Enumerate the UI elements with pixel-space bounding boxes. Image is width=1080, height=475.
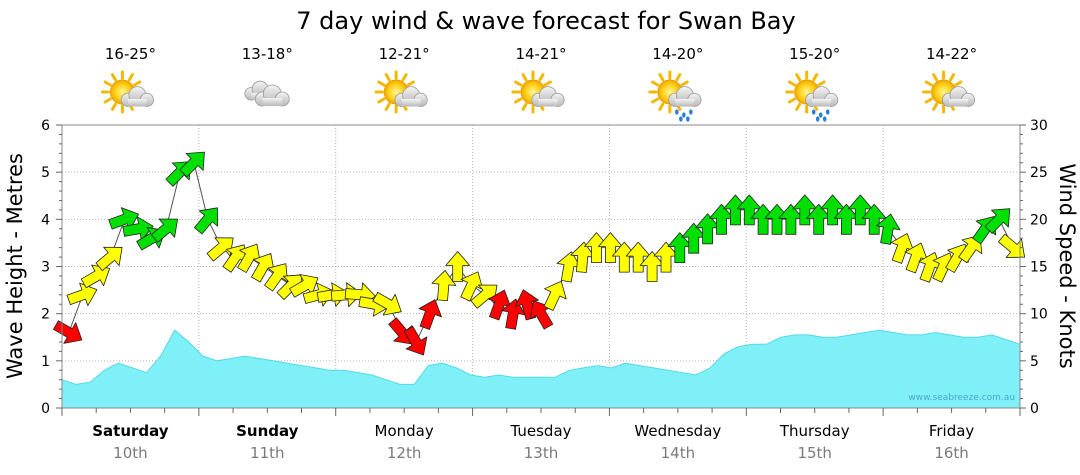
left-tick-label: 4	[41, 212, 50, 228]
left-tick-label: 3	[41, 260, 50, 276]
wave-height-area	[61, 329, 1021, 409]
right-tick-label: 5	[1030, 354, 1039, 370]
day-date-label: 12th	[387, 444, 421, 462]
wind-arrow-light	[66, 282, 98, 307]
day-name-label: Tuesday	[509, 422, 571, 440]
cloud-shape	[531, 86, 565, 107]
wind-arrow-light	[95, 246, 123, 271]
wind-arrow-moderate	[179, 151, 205, 178]
day-name-label: Wednesday	[634, 422, 721, 440]
weather-cloudy-icon	[244, 80, 290, 107]
day-temperature-label: 15-20°	[789, 45, 840, 63]
right-tick-label: 20	[1030, 212, 1048, 228]
wind-arrow-light	[958, 234, 983, 264]
weather-partly-cloudy-icon	[100, 70, 154, 114]
right-tick-label: 15	[1030, 260, 1048, 276]
weather-partly-cloudy-icon	[922, 70, 976, 114]
wind-arrows	[53, 151, 1025, 356]
day-temperature-label: 13-18°	[242, 45, 293, 63]
day-date-label: 14th	[661, 444, 695, 462]
rain-drops	[811, 109, 830, 122]
wind-arrow-moderate	[193, 207, 219, 235]
watermark: www.seabreeze.com.au	[908, 393, 1015, 403]
wind-arrow-light	[445, 251, 471, 282]
left-tick-label: 2	[41, 307, 50, 323]
day-temperature-label: 12-21°	[379, 45, 430, 63]
wind-arrow-light	[372, 291, 402, 316]
day-date-label: 16th	[934, 444, 968, 462]
left-tick-label: 0	[41, 401, 50, 417]
left-tick-label: 5	[41, 165, 50, 181]
wind-arrow-light	[470, 284, 498, 309]
wind-arrow-light	[543, 280, 567, 311]
wind-arrow-light	[206, 237, 234, 262]
day-name-label: Saturday	[92, 422, 169, 440]
right-tick-label: 30	[1030, 118, 1048, 134]
wind-arrow-strong	[388, 317, 413, 345]
day-labels: Saturday 10th Sunday 11th Monday 12th Tuesday 1…	[61, 408, 1021, 462]
day-name-label: Friday	[929, 422, 975, 440]
day-date-label: 15th	[797, 444, 831, 462]
left-tick-label: 1	[41, 354, 50, 370]
day-name-label: Sunday	[236, 422, 299, 440]
weather-showers-icon	[648, 70, 702, 122]
left-axis: 0 1 2 3 4 5 6	[41, 118, 62, 417]
day-temperature-label: 14-20°	[652, 45, 703, 63]
weather-partly-cloudy-icon	[511, 70, 565, 114]
wind-arrow-strong	[501, 298, 526, 330]
chart-title: 7 day wind & wave forecast for Swan Bay	[296, 7, 795, 35]
day-date-label: 11th	[250, 444, 284, 462]
day-temperature-label: 14-22°	[926, 45, 977, 63]
left-tick-label: 6	[41, 118, 50, 134]
cloud-shape	[120, 86, 154, 107]
rain-drops	[675, 109, 693, 122]
day-date-label: 13th	[524, 444, 558, 462]
day-date-label: 10th	[113, 444, 147, 462]
wind-arrow-light	[997, 233, 1025, 258]
cloud-shape	[668, 86, 702, 107]
cloud-shape	[941, 86, 976, 107]
cloud-shape	[805, 86, 839, 107]
day-temperature-label: 14-21°	[515, 45, 566, 63]
wind-arrow-moderate	[150, 218, 178, 243]
right-tick-label: 25	[1030, 165, 1048, 181]
wind-arrow-moderate	[876, 213, 901, 245]
right-axis-label: Wind Speed - Knots	[1055, 163, 1079, 368]
weather-showers-icon	[785, 70, 839, 122]
right-tick-label: 0	[1030, 401, 1039, 417]
right-axis: 0 5 10 15 20 25 30	[1020, 118, 1048, 417]
wind-arrow-light	[264, 263, 289, 292]
day-name-label: Monday	[375, 422, 434, 440]
right-tick-label: 10	[1030, 307, 1048, 323]
wind-arrow-strong	[403, 326, 428, 356]
wind-arrow-strong	[53, 320, 83, 344]
day-temperature-label: 16-25°	[105, 45, 156, 63]
wind-arrow-light	[431, 270, 457, 302]
wind-arrow-strong	[418, 299, 442, 330]
cloud-shape	[254, 84, 290, 107]
left-axis-label: Wave Height - Metres	[3, 153, 27, 379]
cloud-shape	[394, 86, 428, 107]
weather-row: 16-25° 13-18° 12-21° 14-21° 14-20° 15-20° 14-2…	[100, 45, 977, 122]
weather-partly-cloudy-icon	[374, 70, 428, 114]
wind-arrow-moderate	[984, 208, 1011, 234]
day-name-label: Thursday	[779, 422, 850, 440]
